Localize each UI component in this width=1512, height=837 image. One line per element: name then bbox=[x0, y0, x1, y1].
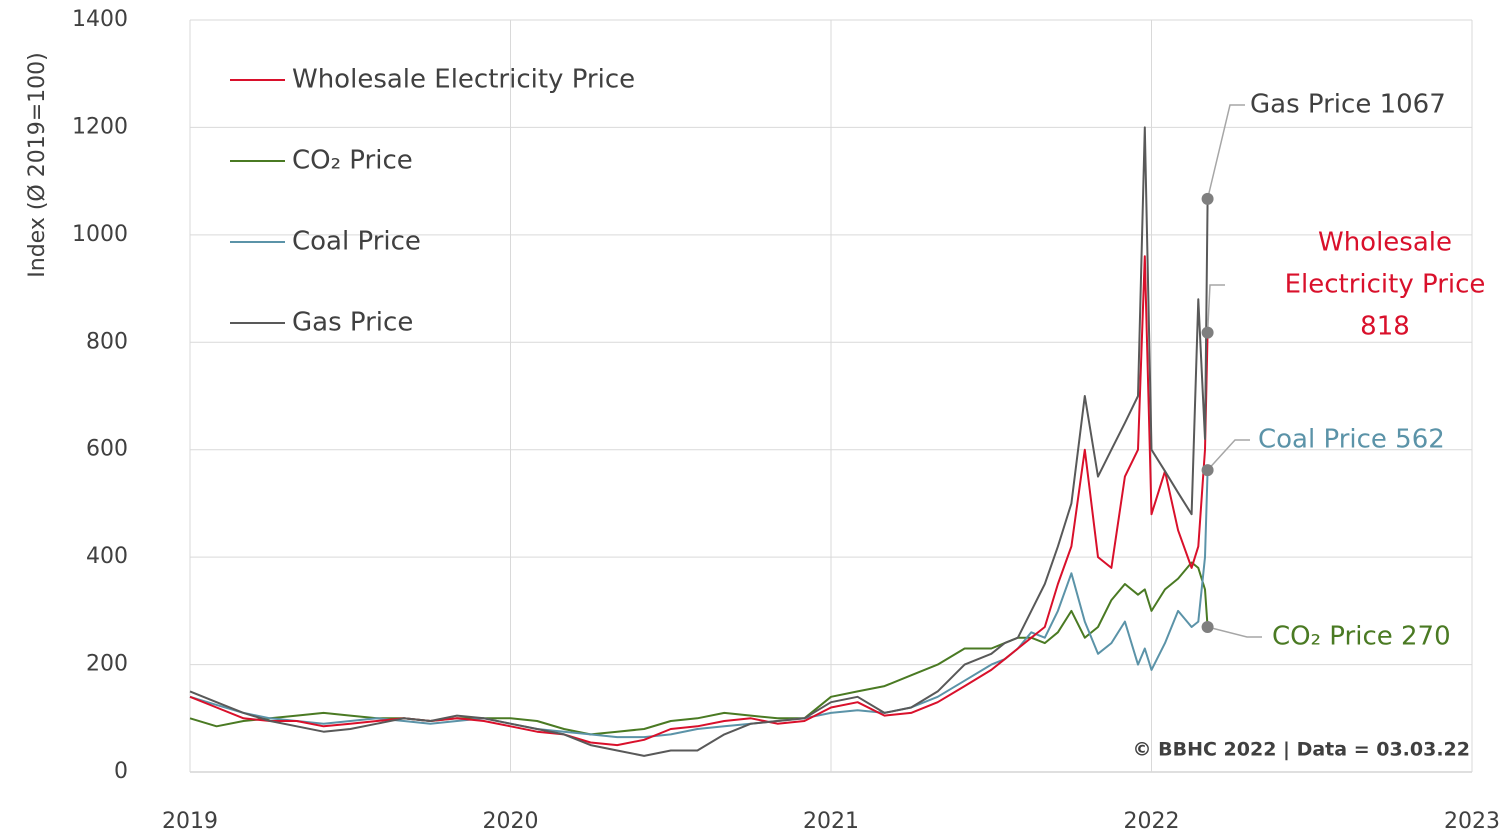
annotation: CO₂ Price 270 bbox=[1272, 622, 1451, 652]
y-tick-label: 800 bbox=[86, 329, 128, 354]
end-point bbox=[1201, 192, 1214, 205]
y-tick-label: 1200 bbox=[72, 114, 128, 139]
y-tick-label: 200 bbox=[86, 652, 128, 677]
legend-label: Coal Price bbox=[292, 227, 421, 257]
annotation: Wholesale bbox=[1318, 228, 1452, 258]
legend-label: Wholesale Electricity Price bbox=[292, 65, 635, 95]
x-tick-label: 2020 bbox=[483, 809, 539, 834]
y-tick-label: 1000 bbox=[72, 222, 128, 247]
legend-label: CO₂ Price bbox=[292, 146, 413, 176]
annotation: Gas Price 1067 bbox=[1250, 90, 1446, 120]
y-tick-label: 400 bbox=[86, 544, 128, 569]
x-tick-label: 2023 bbox=[1444, 809, 1500, 834]
legend-label: Gas Price bbox=[292, 308, 413, 338]
end-point bbox=[1201, 326, 1214, 339]
series-line bbox=[189, 561, 1209, 736]
x-tick-label: 2021 bbox=[803, 809, 859, 834]
x-tick-label: 2022 bbox=[1124, 809, 1180, 834]
y-tick-label: 0 bbox=[114, 759, 128, 784]
annotation: 818 bbox=[1360, 312, 1410, 342]
leader-line bbox=[1207, 439, 1250, 471]
x-tick-label: 2019 bbox=[162, 809, 218, 834]
y-tick-label: 600 bbox=[86, 437, 128, 462]
y-axis-label: Index (Ø 2019=100) bbox=[25, 52, 50, 277]
leader-line bbox=[1206, 284, 1225, 333]
leader-line bbox=[1207, 626, 1262, 638]
source-note: © BBHC 2022 | Data = 03.03.22 bbox=[1133, 739, 1471, 761]
leader-line bbox=[1206, 104, 1245, 200]
grid bbox=[189, 19, 1473, 773]
series-line bbox=[189, 470, 1209, 739]
annotation: Electricity Price bbox=[1285, 270, 1486, 300]
annotation: Coal Price 562 bbox=[1258, 425, 1445, 455]
y-tick-label: 1400 bbox=[72, 7, 128, 32]
series-line bbox=[189, 126, 1209, 757]
end-point bbox=[1201, 620, 1214, 633]
end-point bbox=[1201, 464, 1214, 477]
